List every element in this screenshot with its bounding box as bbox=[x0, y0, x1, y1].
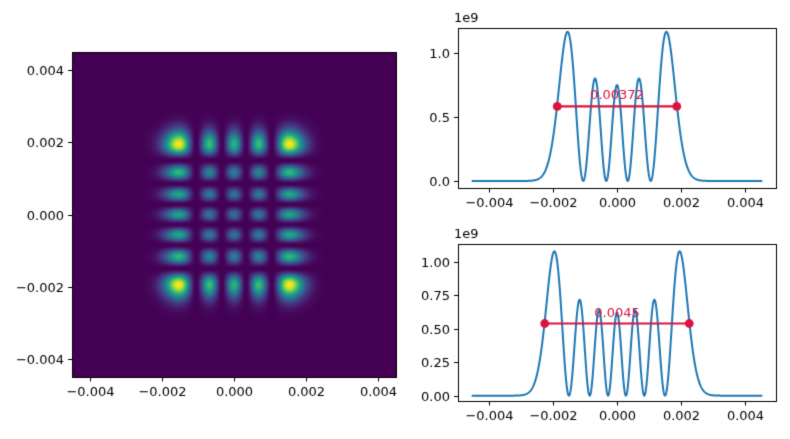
y-profile-subplot bbox=[398, 220, 790, 439]
heatmap-subplot bbox=[0, 0, 398, 439]
x-profile-subplot bbox=[398, 0, 790, 220]
